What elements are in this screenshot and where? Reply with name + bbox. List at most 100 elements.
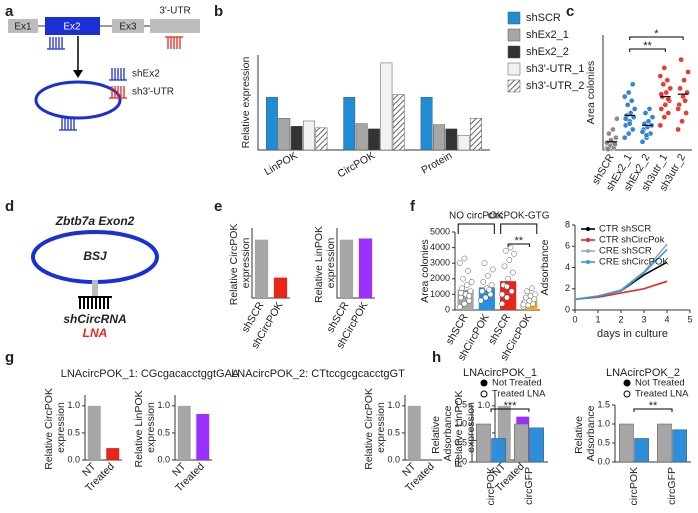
data-point	[460, 275, 467, 282]
legend-swatch	[507, 79, 521, 93]
y-axis-label: Adsorbance	[539, 239, 551, 295]
data-point	[524, 288, 530, 295]
legend-marker	[623, 390, 631, 398]
significance-bracket	[633, 408, 673, 412]
group-label: circPOK-GTG	[488, 211, 550, 222]
y-tick-label: 0.5	[597, 437, 610, 447]
junction-label: BSJ	[83, 249, 107, 263]
data-point	[485, 272, 491, 279]
y-axis-label-line: expression	[240, 237, 252, 288]
panel-label: a	[5, 3, 14, 20]
gene-diagram: Ex1 Ex2 Ex3 3'-UTR shEx2 sh3'-UTR	[8, 6, 200, 131]
bar	[634, 438, 649, 463]
data-point	[461, 255, 468, 262]
bar	[407, 405, 421, 460]
legend-label: CTR shSCR	[599, 224, 651, 235]
y-tick-label: 1.0	[157, 400, 170, 410]
data-point	[612, 141, 618, 148]
data-point	[624, 101, 631, 108]
data-point	[511, 250, 517, 257]
data-point	[649, 114, 656, 120]
y-axis-label-line: expression	[145, 402, 157, 453]
bar	[290, 126, 303, 151]
data-point	[528, 285, 535, 292]
bar	[529, 427, 544, 463]
bar	[368, 128, 380, 151]
data-point	[522, 294, 529, 301]
x-tick-label: circPOK	[485, 467, 497, 506]
legend-marker	[480, 379, 488, 387]
data-point	[465, 268, 471, 274]
data-point	[456, 304, 463, 310]
bar	[426, 459, 440, 460]
data-point	[504, 283, 510, 290]
y-axis-label: Area colonies	[585, 61, 597, 125]
x-tick-label: 4	[664, 314, 669, 324]
data-point	[532, 291, 539, 298]
data-point	[610, 126, 616, 133]
y-tick-label: 0.0	[387, 454, 400, 464]
panel-title: LNAcircPOK_2: CTtccgcgcacctgGT	[231, 368, 405, 380]
data-point	[480, 279, 487, 285]
chart: Relative expression shSCR shEx2_1 shEx2_2sh…	[240, 11, 584, 180]
data-point	[606, 130, 612, 137]
y-axis-label: Relative CircPOK expression	[363, 385, 387, 470]
bar	[491, 438, 506, 463]
exon-label: Ex2	[63, 22, 81, 33]
panel-label: h	[432, 349, 441, 366]
y-tick-label: 0.5	[454, 437, 467, 447]
x-tick-label: LinPOK	[262, 150, 299, 178]
y-tick-label: 0.5	[387, 427, 400, 437]
y-tick-label: 0.0	[157, 454, 170, 464]
data-point	[661, 114, 668, 120]
data-point	[459, 285, 465, 292]
data-point	[510, 269, 516, 276]
data-point	[489, 266, 496, 273]
panel-label: f	[410, 198, 416, 215]
y-axis-label: Relative LinPOK expression	[453, 388, 477, 468]
legend-swatch	[507, 62, 521, 76]
sh-probe	[59, 118, 77, 131]
data-point	[456, 260, 463, 267]
bar	[254, 239, 269, 298]
bar	[265, 96, 278, 151]
data-point	[639, 129, 646, 135]
y-axis-label-line: Relative LinPOK	[453, 388, 465, 468]
data-point	[629, 81, 636, 88]
panel-label: b	[214, 3, 223, 20]
data-point	[605, 146, 611, 153]
data-point	[466, 293, 473, 299]
legend-label: CTR shCircPok	[599, 235, 665, 246]
y-tick-label: 1.0	[387, 400, 400, 410]
data-point	[667, 85, 674, 92]
y-axis-label-line: Relative LinPOK	[133, 388, 145, 468]
y-axis-label: Relative CircPOK expression	[43, 385, 67, 470]
data-point	[658, 106, 665, 112]
data-point	[501, 263, 508, 270]
data-point	[504, 294, 510, 301]
legend-marker	[623, 379, 631, 387]
y-tick-label: 0	[565, 304, 570, 314]
data-point	[679, 118, 685, 125]
y-tick-label: 6	[565, 241, 570, 251]
legend-marker	[586, 238, 590, 242]
chart-title: LNAcircPOK_2	[606, 367, 680, 379]
bar	[392, 94, 405, 151]
significance-bracket	[490, 408, 530, 412]
circ-diagram: Zbtb7a Exon2 BSJ shCircRNA LNA	[31, 214, 159, 340]
line	[574, 248, 668, 301]
data-point	[621, 93, 628, 100]
legend-label: shSCR	[526, 12, 561, 24]
data-point	[663, 89, 670, 96]
data-point	[467, 288, 474, 295]
significance-bracket	[629, 48, 666, 52]
bar	[420, 96, 433, 151]
exon	[8, 19, 38, 33]
data-point	[642, 110, 649, 116]
x-tick-label: 3	[641, 314, 646, 324]
bar	[433, 124, 445, 151]
